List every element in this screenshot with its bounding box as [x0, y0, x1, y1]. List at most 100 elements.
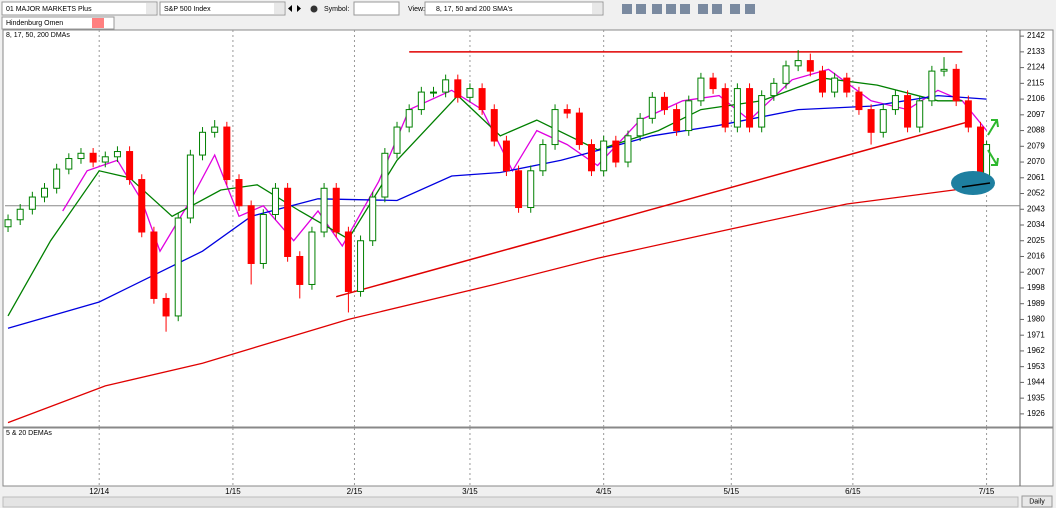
candle-body	[16, 208, 24, 221]
candle-body	[600, 140, 608, 172]
candle-body	[247, 205, 255, 264]
candle-body	[381, 152, 389, 198]
y-tick-label: 1926	[1027, 409, 1045, 418]
candle-body	[393, 126, 401, 154]
candle-body	[4, 219, 12, 228]
security-name: S&P 500 Index	[164, 6, 211, 13]
icon[interactable]	[730, 4, 740, 14]
candle-body	[162, 297, 170, 317]
icon[interactable]	[652, 4, 662, 14]
plot: 1926 1935 1944 1953 1962 1971 1980 1989 1998 2007…	[4, 30, 1045, 496]
combo-arrow[interactable]	[592, 3, 602, 14]
candle-body	[223, 126, 231, 181]
combo-arrow[interactable]	[274, 3, 284, 14]
indicator-combo[interactable]	[1, 16, 115, 30]
candle-body	[186, 154, 194, 219]
symbol-label: Symbol:	[324, 6, 349, 13]
icon[interactable]	[680, 4, 690, 14]
candle-body	[806, 60, 814, 72]
candle-body	[235, 179, 243, 207]
candle-body	[952, 68, 960, 102]
candle-body	[101, 156, 109, 163]
binoculars-icon[interactable]	[310, 5, 318, 13]
y-tick-label: 1971	[1027, 330, 1045, 339]
candle-body	[685, 100, 693, 132]
security-combo[interactable]	[159, 1, 286, 16]
combo-arrow[interactable]	[146, 3, 156, 14]
moving-average	[7, 94, 987, 329]
candle-body	[940, 68, 948, 72]
y-tick-label: 2052	[1027, 189, 1045, 198]
view-label: View:	[408, 6, 425, 13]
y-tick-label: 2124	[1027, 63, 1045, 72]
y-tick-label: 2142	[1027, 31, 1045, 40]
x-tick-label: 3/15	[462, 487, 478, 496]
x-tick-label: 2/15	[347, 487, 363, 496]
period-button[interactable]	[1021, 495, 1053, 508]
x-tick-label: 5/15	[724, 487, 740, 496]
candle-body	[563, 109, 571, 114]
candle-body	[442, 79, 450, 93]
y-tick-label: 1980	[1027, 315, 1045, 324]
candle-body	[660, 96, 668, 111]
indicator-color[interactable]	[92, 18, 104, 28]
nav-arrows[interactable]	[288, 5, 301, 12]
lower-pane-title: 5 & 20 DEMAs	[6, 430, 52, 437]
candle-body	[831, 77, 839, 93]
candle-body	[697, 77, 705, 102]
candle-body	[515, 170, 523, 209]
y-tick-label: 2034	[1027, 220, 1045, 229]
candle-body	[983, 144, 991, 177]
symbol-input[interactable]	[353, 1, 400, 16]
y-tick-label: 2025	[1027, 236, 1045, 245]
candle-body	[770, 82, 778, 97]
candle-body	[53, 168, 61, 189]
candle-body	[296, 255, 304, 285]
scrollbar[interactable]	[2, 496, 1019, 508]
candle-body	[721, 88, 729, 128]
candle-body	[284, 187, 292, 257]
y-tick-label: 1953	[1027, 362, 1045, 371]
candle-body	[891, 95, 899, 111]
candle-body	[405, 109, 413, 128]
candle-body	[855, 91, 863, 111]
annotation-line	[961, 182, 991, 188]
candle-body	[964, 100, 972, 128]
candle-body	[199, 131, 207, 156]
view-combo[interactable]	[424, 1, 604, 16]
candle-body	[28, 196, 36, 210]
icon[interactable]	[636, 4, 646, 14]
candle-body	[113, 151, 121, 158]
candle-body	[539, 144, 547, 172]
toolbar-icons	[622, 4, 755, 14]
y-tick-label: 1962	[1027, 346, 1045, 355]
candle-body	[77, 152, 85, 160]
candle-body	[648, 96, 656, 119]
candle-body	[904, 95, 912, 128]
list-combo[interactable]	[1, 1, 158, 16]
y-tick-label: 2088	[1027, 126, 1045, 135]
candle-body	[673, 109, 681, 132]
candle-body	[271, 187, 279, 216]
x-tick-label: 7/15	[979, 487, 995, 496]
candle-body	[612, 140, 620, 163]
candle-body	[369, 196, 377, 242]
candle-body	[636, 117, 644, 137]
icon[interactable]	[622, 4, 632, 14]
icon[interactable]	[745, 4, 755, 14]
y-tick-label: 1944	[1027, 378, 1045, 387]
candle-body	[527, 170, 535, 209]
candle-body	[357, 240, 365, 292]
icon[interactable]	[698, 4, 708, 14]
y-tick-label: 2115	[1027, 78, 1045, 87]
y-tick-label: 2079	[1027, 141, 1045, 150]
icon[interactable]	[712, 4, 722, 14]
icon[interactable]	[666, 4, 676, 14]
y-tick-label: 1998	[1027, 283, 1045, 292]
candle-body	[478, 88, 486, 111]
x-tick-label: 1/15	[225, 487, 241, 496]
y-tick-label: 2097	[1027, 110, 1045, 119]
candle-body	[138, 179, 146, 233]
candle-body	[879, 109, 887, 133]
